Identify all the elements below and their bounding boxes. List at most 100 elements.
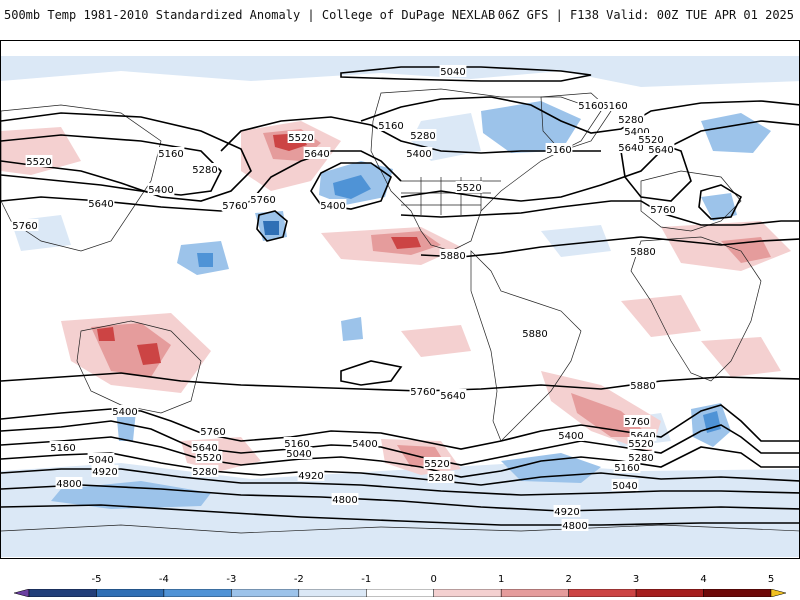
contour-label-background xyxy=(613,461,641,473)
contour-label-background xyxy=(409,385,437,397)
colorbar-tick-label: 4 xyxy=(700,574,707,585)
contour-label-background xyxy=(439,65,467,77)
contour-label-background xyxy=(521,327,549,339)
contour-label-background xyxy=(629,379,657,391)
contour-line xyxy=(220,116,601,154)
contour-label-background xyxy=(623,415,651,427)
colorbar-segment xyxy=(366,589,434,597)
contour-label: 5520 xyxy=(638,135,663,146)
contour-label: 4800 xyxy=(56,479,81,490)
colorbar-tick-label: 3 xyxy=(632,574,640,585)
contour-label: 5160 xyxy=(378,121,403,132)
colorbar-tick-label: 0 xyxy=(430,574,437,585)
contour-line xyxy=(1,452,799,486)
colorbar-max-arrow xyxy=(770,589,786,597)
contour-label: 5880 xyxy=(522,329,547,340)
anomaly-region-negative xyxy=(197,253,213,267)
contour-label-background xyxy=(191,441,219,453)
anomaly-region-negative xyxy=(1,56,799,87)
contour-label: 5520 xyxy=(288,133,313,144)
contour-label: 5400 xyxy=(112,407,137,418)
contour-line xyxy=(256,210,288,242)
coastline-south-america xyxy=(470,250,582,442)
contour-line xyxy=(698,184,743,220)
map-header: 500mb Temp 1981-2010 Standardized Anomal… xyxy=(0,0,800,40)
contour-label-background xyxy=(647,143,675,155)
contour-label: 5160 xyxy=(284,439,309,450)
anomaly-shading xyxy=(1,56,799,557)
anomaly-region-positive xyxy=(401,325,471,357)
contour-label: 5400 xyxy=(624,127,649,138)
contour-label: 4920 xyxy=(92,467,117,478)
contour-label-background xyxy=(297,469,325,481)
contour-line xyxy=(400,200,799,226)
state-borders xyxy=(401,177,501,215)
anomaly-region-positive xyxy=(701,337,781,377)
contour-label-background xyxy=(601,99,629,111)
contour-label: 5160 xyxy=(546,145,571,156)
map-panel: 5040 5160 5520 5160 5520 5640 5280 5400 5160 5280… xyxy=(0,40,800,559)
contour-label: 5760 xyxy=(12,221,37,232)
anomaly-region-positive xyxy=(137,343,161,365)
contour-label: 5400 xyxy=(558,431,583,442)
contour-label: 5040 xyxy=(612,481,637,492)
contour-label-background xyxy=(111,405,139,417)
contour-label-background xyxy=(87,453,115,465)
contour-label: 5880 xyxy=(630,381,655,392)
anomaly-region-negative xyxy=(333,175,371,199)
contour-label-background xyxy=(627,437,655,449)
contour-label: 5400 xyxy=(320,201,345,212)
coastline-greenland xyxy=(540,92,612,152)
contour-line xyxy=(1,504,799,526)
contour-label: 5400 xyxy=(406,149,431,160)
contour-label: 4800 xyxy=(562,521,587,532)
contour-label: 5280 xyxy=(192,165,217,176)
contour-label-background xyxy=(287,131,315,143)
contour-line xyxy=(1,468,799,496)
anomaly-region-negative xyxy=(51,481,211,509)
anomaly-region-negative xyxy=(703,411,721,433)
contour-labels: 5040516055205160552056405280540051605280… xyxy=(11,65,677,532)
contour-label: 5760 xyxy=(650,205,675,216)
contour-line xyxy=(1,112,252,202)
contour-label: 5640 xyxy=(304,149,329,160)
contour-label-background xyxy=(285,447,313,459)
contour-label-background xyxy=(561,519,589,531)
contour-label-background xyxy=(283,437,311,449)
contour-label: 5160 xyxy=(614,463,639,474)
anomaly-region-positive xyxy=(97,327,115,341)
colorbar-segment xyxy=(568,589,637,597)
anomaly-region-positive xyxy=(391,237,421,249)
contour-label-background xyxy=(577,99,605,111)
contour-label-background xyxy=(637,133,665,145)
contour-label: 5520 xyxy=(456,183,481,194)
contour-label-background xyxy=(147,183,175,195)
contour-label-background xyxy=(557,429,585,441)
colorbar-tick-label: 1 xyxy=(497,574,505,585)
contour-label-background xyxy=(195,451,223,463)
contour-label-background xyxy=(627,451,655,463)
contour-label-background xyxy=(249,193,277,205)
contour-label-background xyxy=(157,147,185,159)
contour-label-background xyxy=(87,197,115,209)
colorbar-tick-label: -1 xyxy=(361,574,372,585)
contour-label-background xyxy=(439,389,467,401)
contour-label: 5880 xyxy=(630,247,655,258)
colorbar-segment xyxy=(433,589,502,597)
colorbar-tick-label: -4 xyxy=(158,574,169,585)
colorbar-segment xyxy=(231,589,300,597)
anomaly-region-negative xyxy=(263,221,279,235)
contour-label-background xyxy=(649,203,677,215)
contour-label: 5520 xyxy=(196,453,221,464)
colorbar-tick-label: -2 xyxy=(293,574,304,585)
map-title: 500mb Temp 1981-2010 Standardized Anomal… xyxy=(4,8,496,22)
contour-label: 5160 xyxy=(602,101,627,112)
colorbar-segment xyxy=(703,589,772,597)
contour-label-background xyxy=(191,163,219,175)
colorbar-tick-label: -5 xyxy=(91,574,102,585)
colorbar-min-arrow xyxy=(14,589,30,597)
anomaly-region-positive xyxy=(621,295,701,337)
colorbar-tick-label: 2 xyxy=(565,574,572,585)
contour-label: 5880 xyxy=(440,251,465,262)
contour-label: 5640 xyxy=(440,391,465,402)
